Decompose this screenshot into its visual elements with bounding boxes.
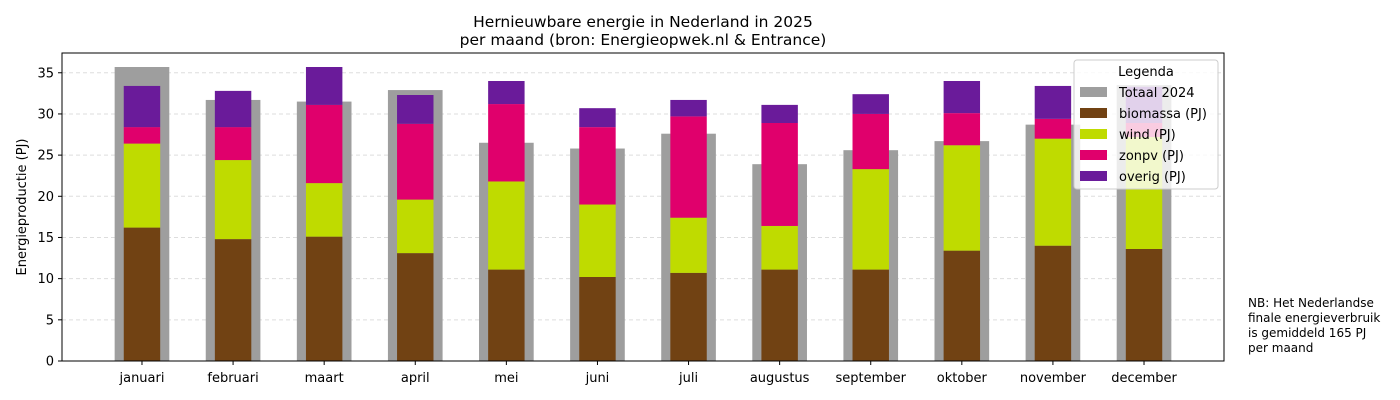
bar-zonpv <box>670 116 707 218</box>
x-tick-label: februari <box>207 371 258 386</box>
legend: Legenda Totaal 2024 biomassa (PJ) wind (PJ… <box>1073 59 1219 190</box>
bar-overig <box>488 81 525 105</box>
y-tick-label: 5 <box>46 313 54 328</box>
y-tick-label: 10 <box>37 272 54 287</box>
note-line-2: finale energieverbruik <box>1248 311 1380 325</box>
chart-title-line2: per maand (bron: Energieopwek.nl & Entra… <box>460 31 827 49</box>
bar-wind <box>214 160 252 240</box>
x-tick-label: januari <box>118 371 164 386</box>
plot-frame <box>61 52 1225 362</box>
legend-label: biomassa (PJ) <box>1119 107 1207 122</box>
x-tick-label: november <box>1020 371 1087 386</box>
bar-overig <box>943 81 981 114</box>
bar-wind <box>123 143 161 228</box>
x-tick-label: december <box>1111 371 1177 386</box>
bar-biomassa <box>305 236 343 361</box>
legend-label: overig (PJ) <box>1119 170 1186 185</box>
bar-wind <box>305 183 343 237</box>
bar-biomassa <box>123 227 161 361</box>
bar-overig <box>670 99 707 117</box>
bar-zonpv <box>123 127 161 144</box>
chart-title-line1: Hernieuwbare energie in Nederland in 202… <box>473 13 813 31</box>
bar-overig <box>761 104 798 123</box>
bar-zonpv <box>579 127 616 205</box>
legend-label: zonpv (PJ) <box>1119 149 1184 164</box>
bar-biomassa <box>761 269 798 361</box>
bar-zonpv <box>397 123 434 200</box>
legend-swatch <box>1080 129 1107 139</box>
legend-title: Legenda <box>1118 65 1174 80</box>
bar-zonpv <box>761 123 798 226</box>
bar-zonpv <box>305 104 343 184</box>
legend-swatch <box>1080 150 1107 160</box>
note: NB: Het Nederlandse finale energieverbru… <box>1248 296 1380 355</box>
bar-overig <box>397 95 434 124</box>
y-tick-label: 35 <box>37 66 54 81</box>
bar-overig <box>123 85 161 128</box>
x-tick-label: mei <box>494 371 518 386</box>
note-line-3: is gemiddeld 165 PJ <box>1248 326 1366 340</box>
bar-wind <box>579 204 616 277</box>
x-tick-label: oktober <box>937 371 988 386</box>
bar-overig <box>214 90 252 128</box>
bar-biomassa <box>488 269 525 361</box>
y-tick-label: 25 <box>37 149 54 164</box>
bar-biomassa <box>214 239 252 361</box>
note-line-1: NB: Het Nederlandse <box>1248 296 1374 310</box>
bar-zonpv <box>488 104 525 182</box>
x-tick-label: september <box>836 371 907 386</box>
bar-wind <box>852 169 889 270</box>
legend-label: wind (PJ) <box>1119 128 1176 143</box>
bar-biomassa <box>397 253 434 361</box>
x-tick-label: augustus <box>750 371 810 386</box>
bar-zonpv <box>1034 118 1072 139</box>
x-tick-label: juli <box>678 371 698 386</box>
bar-overig <box>1034 85 1072 119</box>
bar-zonpv <box>852 113 889 170</box>
y-tick-label: 0 <box>46 355 54 370</box>
bar-biomassa <box>579 277 616 361</box>
bar-biomassa <box>1125 249 1163 361</box>
bar-biomassa <box>1034 245 1072 361</box>
legend-box <box>1073 59 1219 190</box>
x-tick-label: juni <box>585 371 610 386</box>
y-tick-label: 30 <box>37 107 54 122</box>
y-axis-label: Energieproductie (PJ) <box>15 139 30 276</box>
bar-overig <box>579 108 616 128</box>
y-tick-label: 20 <box>37 190 54 205</box>
legend-swatch <box>1080 171 1107 181</box>
legend-label: Totaal 2024 <box>1118 86 1195 101</box>
x-tick-label: april <box>401 371 430 386</box>
bar-wind <box>943 145 981 251</box>
note-line-4: per maand <box>1248 341 1313 355</box>
bar-wind <box>1034 138 1072 246</box>
bar-wind <box>397 199 434 254</box>
legend-swatch <box>1080 108 1107 118</box>
x-tick-label: maart <box>305 371 344 386</box>
bar-wind <box>488 181 525 270</box>
bar-wind <box>761 225 798 270</box>
bar-biomassa <box>852 269 889 361</box>
bar-wind <box>670 217 707 273</box>
legend-swatch <box>1080 87 1107 97</box>
bar-biomassa <box>943 250 981 361</box>
bar-zonpv <box>214 127 252 161</box>
bar-overig <box>305 67 343 105</box>
bar-zonpv <box>943 113 981 146</box>
bar-overig <box>852 94 889 114</box>
bar-biomassa <box>670 272 707 361</box>
y-tick-label: 15 <box>37 231 54 246</box>
